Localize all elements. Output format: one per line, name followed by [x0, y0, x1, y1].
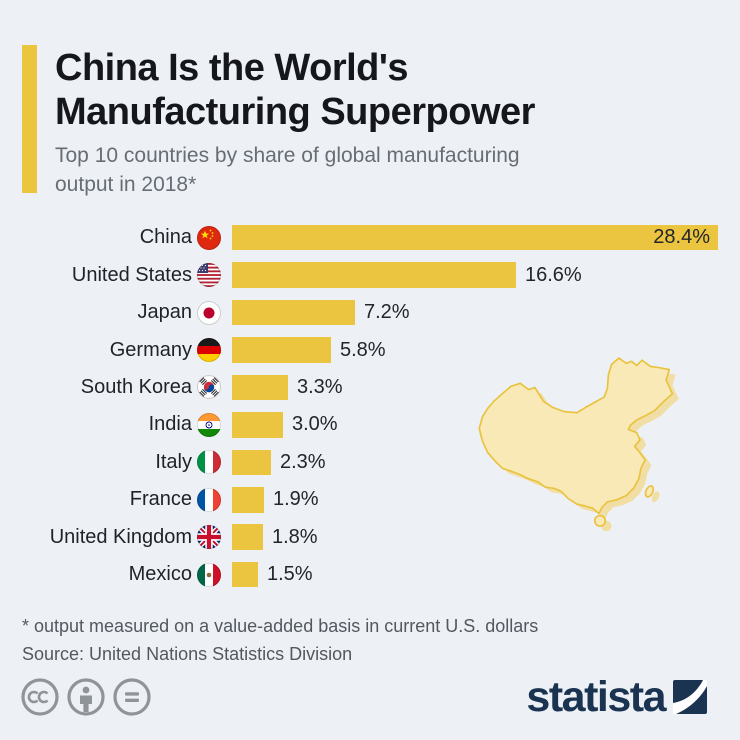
bar [232, 262, 516, 288]
bar [232, 561, 258, 588]
statista-logo-icon [673, 680, 707, 714]
bar [232, 524, 263, 550]
bar-track: 1.9% [232, 481, 718, 518]
country-label: Italy [155, 450, 192, 473]
bar [232, 224, 718, 251]
bar-row: United States 16.6% [22, 256, 718, 293]
country-label: Japan [137, 301, 193, 324]
united-kingdom-flag-icon [197, 525, 221, 550]
country-label: South Korea [80, 375, 192, 398]
bar-row: China 28.4% [22, 219, 718, 256]
nd-icon [112, 677, 152, 717]
country-label: United Kingdom [49, 525, 192, 548]
south-korea-flag-icon [197, 375, 221, 400]
subtitle-line-2: output in 2018* [55, 173, 197, 196]
bar-track: 1.5% [232, 556, 718, 593]
bar-chart: China 28.4% United States [22, 219, 718, 593]
bar-row: Italy 2.3% [22, 444, 718, 481]
italy-flag-icon [197, 450, 221, 475]
bar-row: South Korea 3.3% [22, 369, 718, 406]
bar-row: Japan 7.2% [22, 294, 718, 331]
france-flag-icon [197, 487, 221, 512]
united-states-flag-icon [197, 263, 221, 288]
country-label: France [129, 488, 192, 511]
footnote-text: * output measured on a value-added basis… [22, 616, 539, 636]
bar-value: 16.6% [525, 263, 582, 286]
country-label: India [148, 413, 192, 436]
cc-icon [20, 677, 60, 717]
title-line-1: China Is the World's [55, 47, 409, 89]
bar-row: Mexico 1.5% [22, 556, 718, 593]
bar [232, 449, 271, 476]
japan-flag-icon [197, 300, 221, 325]
source-text: Source: United Nations Statistics Divisi… [22, 644, 353, 664]
bar-track: 7.2% [232, 294, 718, 331]
subtitle-line-1: Top 10 countries by share of global manu… [55, 144, 520, 167]
country-label: China [139, 226, 192, 249]
bar-value: 1.5% [267, 563, 313, 586]
bar [232, 374, 288, 401]
bar [232, 337, 331, 363]
title-line-2: Manufacturing Superpower [55, 91, 535, 133]
statista-wordmark: statista [526, 673, 666, 721]
bar-value: 3.0% [292, 413, 338, 436]
china-flag-icon [197, 225, 221, 250]
bar-value: 1.9% [273, 488, 319, 511]
bar-value: 3.3% [297, 375, 343, 398]
china-map-icon [478, 357, 679, 532]
statista-logo: statista [526, 673, 707, 721]
chart-subtitle: Top 10 countries by share of global manu… [55, 141, 695, 199]
bar-value: 28.4% [653, 226, 710, 249]
country-label: United States [71, 263, 192, 286]
license-icons [20, 677, 152, 717]
attribution-icon [66, 677, 106, 717]
bar [232, 487, 264, 513]
accent-bar [22, 45, 37, 193]
bar-track: 1.8% [232, 519, 718, 556]
bar-value: 1.8% [272, 525, 318, 548]
footnote-block: * output measured on a value-added basis… [22, 612, 538, 668]
china-map-illustration [474, 348, 684, 533]
germany-flag-icon [197, 338, 221, 363]
bar-track: 3.3% [232, 369, 718, 406]
bar-row: France 1.9% [22, 481, 718, 518]
bar-track: 5.8% [232, 331, 718, 368]
page-title: China Is the World's Manufacturing Super… [55, 46, 715, 134]
bar-row: India 3.0% [22, 406, 718, 443]
india-flag-icon [197, 412, 221, 437]
bar-row: Germany 5.8% [22, 331, 718, 368]
bar [232, 299, 355, 326]
mexico-flag-icon [197, 562, 221, 587]
bar-track: 2.3% [232, 444, 718, 481]
bar-track: 28.4% [232, 219, 718, 256]
country-label: Mexico [128, 563, 192, 586]
bar-value: 7.2% [364, 301, 410, 324]
bar [232, 412, 283, 438]
bar-track: 16.6% [232, 256, 718, 293]
bar-track: 3.0% [232, 406, 718, 443]
bar-value: 2.3% [280, 450, 326, 473]
bar-value: 5.8% [340, 338, 386, 361]
country-label: Germany [109, 338, 192, 361]
bar-row: United Kingdom 1.8% [22, 519, 718, 556]
